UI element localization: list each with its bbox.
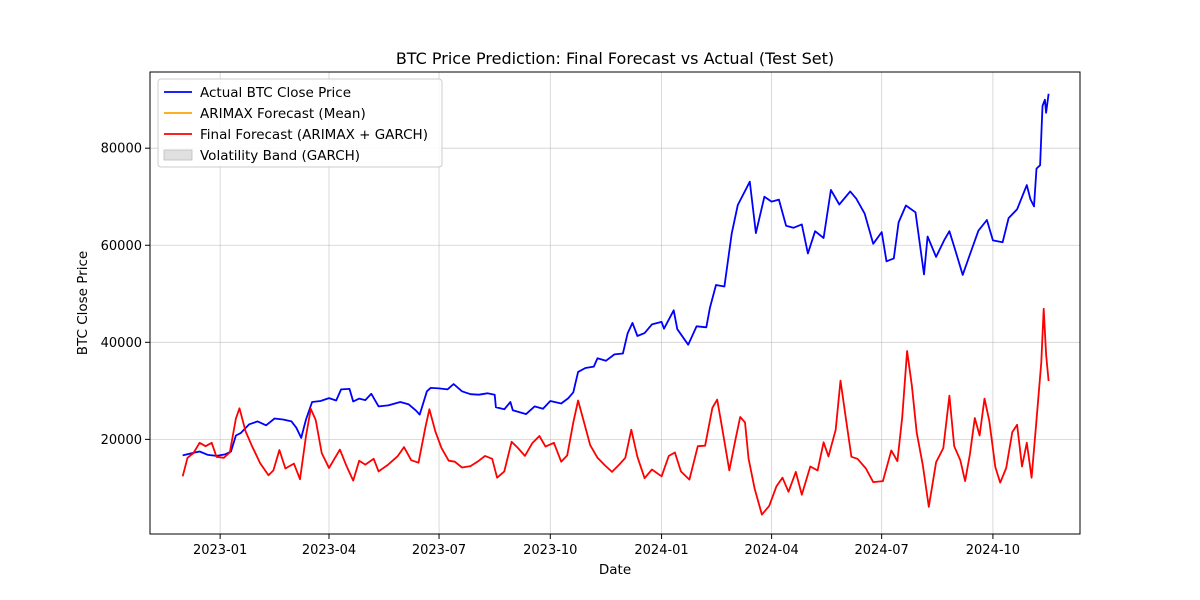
y-tick-label: 60000: [101, 239, 142, 254]
y-tick-label: 40000: [101, 336, 142, 351]
x-tick-label: 2024-07: [855, 543, 909, 558]
x-tick-label: 2023-04: [302, 543, 356, 558]
x-tick-label: 2024-01: [634, 543, 688, 558]
x-tick-label: 2023-10: [523, 543, 577, 558]
legend-label: ARIMAX Forecast (Mean): [200, 106, 366, 122]
x-axis: 2023-01 2023-04 2023-07 2023-10 2024-01 2024-…: [193, 534, 1020, 558]
legend-label: Volatility Band (GARCH): [200, 148, 360, 164]
x-tick-label: 2023-07: [412, 543, 466, 558]
legend-box: [157, 78, 443, 168]
legend-swatch: [163, 149, 193, 161]
x-axis-label: Date: [599, 562, 631, 578]
y-tick-label: 80000: [101, 142, 142, 157]
y-axis-label: BTC Close Price: [75, 251, 91, 355]
series-layer: [181, 93, 1050, 516]
x-tick-label: 2024-10: [966, 543, 1020, 558]
legend-label: Actual BTC Close Price: [200, 85, 351, 101]
series-line: [182, 93, 1050, 457]
series-line: [181, 307, 1050, 516]
y-tick-label: 20000: [101, 433, 142, 448]
y-axis: 20000 40000 60000 80000: [101, 142, 150, 448]
x-tick-label: 2023-01: [193, 543, 247, 558]
legend-label: Final Forecast (ARIMAX + GARCH): [200, 127, 428, 143]
x-tick-label: 2024-04: [744, 543, 798, 558]
legend: Actual BTC Close Price ARIMAX Forecast (M…: [157, 78, 443, 168]
plot-frame: [149, 71, 1081, 535]
chart-title: BTC Price Prediction: Final Forecast vs …: [396, 49, 834, 68]
